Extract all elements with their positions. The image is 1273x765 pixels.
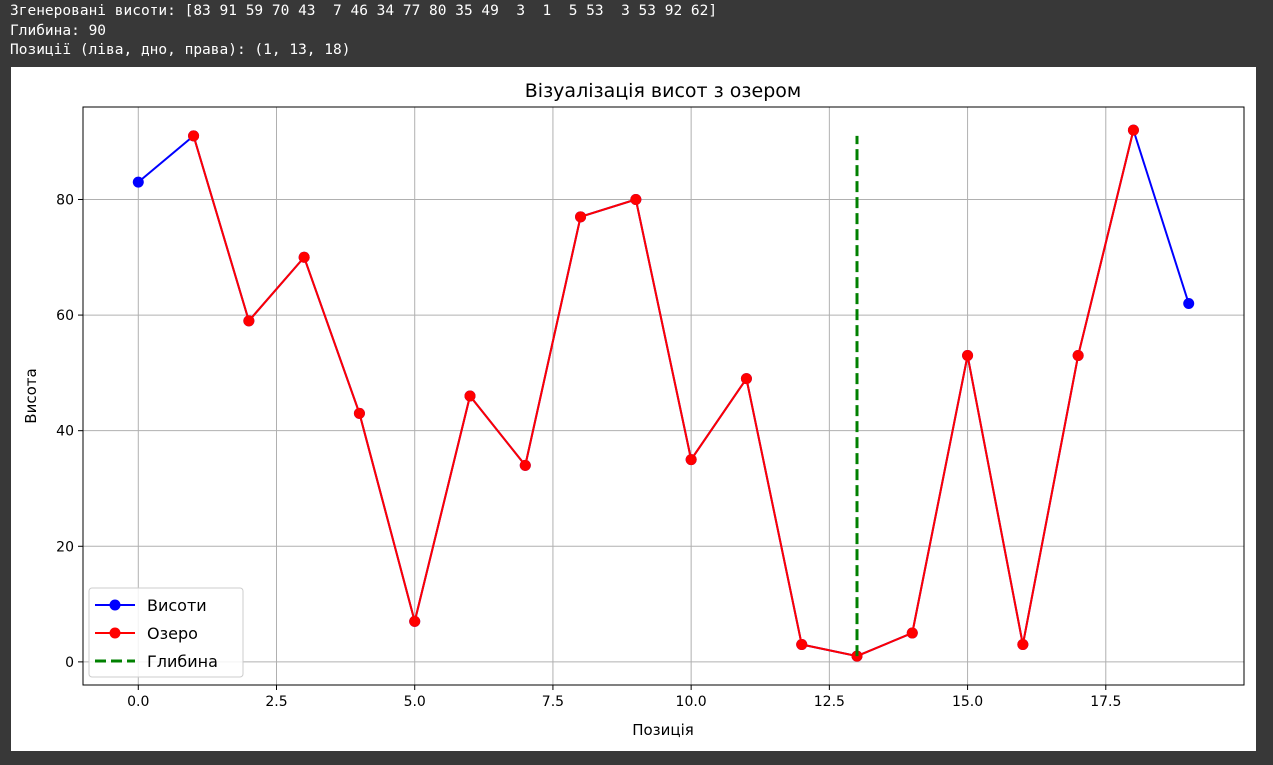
chart-figure: Візуалізація висот з озером 0.0 2.5 5.0 7.5… bbox=[11, 67, 1256, 751]
x-tick-label: 12.5 bbox=[814, 694, 845, 710]
y-tick-label: 20 bbox=[56, 539, 74, 555]
series-1 bbox=[188, 124, 1139, 662]
console-line-positions: Позиції (ліва, дно, права): (1, 13, 18) bbox=[10, 42, 351, 58]
data-point bbox=[630, 193, 642, 205]
console-line-depth: Глибина: 90 bbox=[10, 22, 107, 39]
x-tick-label: 0.0 bbox=[127, 694, 149, 710]
legend: Висоти Озеро Глибина bbox=[88, 587, 244, 678]
data-point bbox=[1183, 298, 1195, 310]
x-tick-label: 2.5 bbox=[265, 694, 287, 710]
data-point bbox=[685, 454, 697, 466]
series-layer bbox=[132, 124, 1195, 662]
data-point bbox=[1072, 350, 1084, 362]
y-tick-label: 80 bbox=[56, 192, 74, 208]
legend-marker bbox=[109, 599, 121, 611]
x-tick-label: 7.5 bbox=[542, 694, 564, 710]
data-point bbox=[575, 211, 587, 223]
data-point bbox=[740, 373, 752, 385]
x-tick-label: 10.0 bbox=[676, 694, 707, 710]
legend-label: Висоти bbox=[147, 596, 207, 615]
chart-title: Візуалізація висот з озером bbox=[525, 80, 801, 102]
data-point bbox=[409, 615, 421, 627]
data-point bbox=[906, 627, 918, 639]
legend-label: Озеро bbox=[147, 624, 198, 643]
grid-lines bbox=[83, 107, 1244, 685]
legend-label: Глибина bbox=[147, 652, 218, 671]
data-point bbox=[962, 350, 974, 362]
data-point bbox=[796, 639, 808, 651]
y-axis-label: Висота bbox=[22, 368, 40, 423]
x-axis-label: Позиція bbox=[632, 721, 694, 739]
data-point bbox=[1127, 124, 1139, 136]
plot-frame bbox=[82, 106, 1245, 686]
x-tick-label: 5.0 bbox=[404, 694, 426, 710]
y-tick-label: 0 bbox=[65, 655, 74, 671]
data-point bbox=[1017, 639, 1029, 651]
data-point bbox=[519, 459, 531, 471]
legend-box bbox=[88, 587, 244, 678]
y-tick-label: 60 bbox=[56, 308, 74, 324]
data-point bbox=[243, 315, 255, 327]
line-chart: Візуалізація висот з озером 0.0 2.5 5.0 7.5… bbox=[22, 80, 1245, 739]
series-line bbox=[192, 129, 1135, 658]
x-tick-label: 17.5 bbox=[1090, 694, 1121, 710]
legend-marker bbox=[109, 627, 121, 639]
data-point bbox=[353, 407, 365, 419]
series-line bbox=[137, 126, 1190, 658]
x-tick-label: 15.0 bbox=[952, 694, 983, 710]
console-line-heights: Згенеровані висоти: [83 91 59 70 43 7 46… bbox=[10, 3, 718, 19]
x-axis-ticks: 0.0 2.5 5.0 7.5 10.0 12.5 15.0 17.5 bbox=[127, 685, 1121, 710]
y-tick-label: 40 bbox=[56, 424, 74, 440]
data-point bbox=[188, 130, 200, 142]
y-axis-ticks: 0 20 40 60 80 bbox=[56, 192, 83, 671]
data-point bbox=[298, 251, 310, 263]
data-point bbox=[464, 390, 476, 402]
data-point bbox=[132, 176, 144, 188]
console-output: Згенеровані висоти: [83 91 59 70 43 7 46… bbox=[10, 2, 717, 61]
